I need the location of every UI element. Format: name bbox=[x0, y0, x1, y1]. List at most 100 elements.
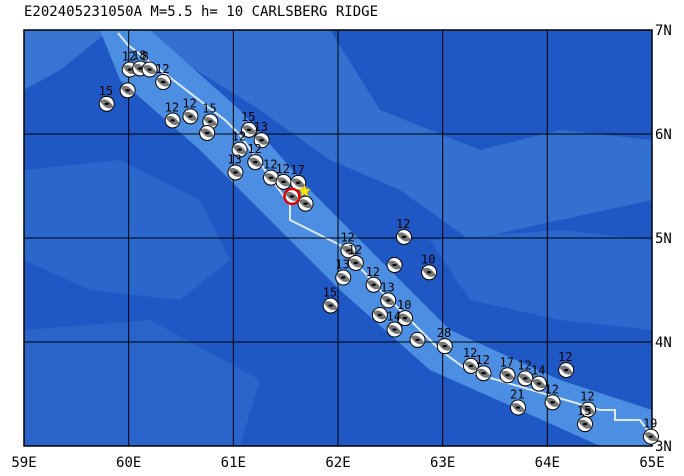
depth-label: 12 bbox=[463, 346, 477, 360]
depth-label: 14 bbox=[531, 364, 545, 378]
y-tick-label: 3N bbox=[655, 439, 672, 455]
focal-plane bbox=[402, 316, 408, 320]
focal-plane bbox=[386, 299, 391, 302]
depth-label: 15 bbox=[99, 84, 113, 98]
depth-label: 12 bbox=[366, 265, 380, 279]
depth-label: 8 bbox=[142, 50, 149, 64]
depth-label: 12 bbox=[232, 130, 246, 144]
focal-plane bbox=[371, 283, 376, 286]
focal-plane bbox=[303, 202, 308, 205]
y-tick-label: 7N bbox=[655, 23, 672, 39]
x-tick-label: 62E bbox=[325, 455, 350, 471]
depth-label: 12 bbox=[182, 96, 196, 110]
focal-plane bbox=[550, 401, 555, 404]
focal-plane bbox=[268, 176, 274, 179]
focal-plane bbox=[233, 171, 238, 174]
map-title: E202405231050A M=5.5 h= 10 CARLSBERG RID… bbox=[24, 4, 378, 20]
depth-label: 12 bbox=[545, 382, 559, 396]
x-tick-label: 65E bbox=[639, 455, 664, 471]
focal-plane bbox=[481, 372, 486, 375]
focal-plane bbox=[289, 195, 295, 198]
depth-label: 14 bbox=[387, 310, 401, 324]
depth-label: 12 bbox=[276, 162, 290, 176]
focal-plane bbox=[377, 313, 383, 317]
focal-plane bbox=[127, 68, 132, 71]
epicenter-star bbox=[297, 184, 312, 198]
focal-plane bbox=[585, 408, 591, 411]
focal-plane bbox=[582, 422, 588, 426]
focal-plane bbox=[147, 68, 152, 71]
depth-label: 15 bbox=[241, 110, 255, 124]
depth-label: 18 bbox=[132, 48, 146, 62]
depth-label: 12 bbox=[155, 62, 169, 76]
depth-label: 15 bbox=[202, 102, 216, 116]
depth-label: 12 bbox=[165, 100, 179, 114]
focal-plane bbox=[426, 271, 432, 274]
focal-plane bbox=[161, 80, 166, 84]
x-tick-label: 63E bbox=[430, 455, 455, 471]
focal-plane bbox=[353, 261, 358, 265]
focal-plane bbox=[346, 249, 351, 252]
x-tick-label: 61E bbox=[221, 455, 246, 471]
focal-plane bbox=[415, 338, 420, 342]
depth-label: 12 bbox=[475, 353, 489, 367]
focal-plane bbox=[536, 382, 542, 385]
depth-label: 13 bbox=[335, 258, 349, 272]
focal-plane bbox=[515, 406, 521, 409]
depth-label: 15 bbox=[577, 404, 591, 418]
x-tick-label: 59E bbox=[11, 455, 36, 471]
depth-label: 12 bbox=[517, 358, 531, 372]
depth-label: 13 bbox=[227, 152, 241, 166]
depth-label: 17 bbox=[290, 163, 304, 177]
depth-label: 12 bbox=[558, 350, 572, 364]
focal-plane bbox=[281, 180, 286, 184]
focal-plane bbox=[204, 131, 210, 135]
y-tick-label: 4N bbox=[655, 335, 672, 351]
focal-plane bbox=[648, 435, 654, 438]
focal-plane bbox=[392, 328, 397, 331]
focal-plane bbox=[188, 115, 193, 118]
focal-plane bbox=[137, 67, 143, 70]
focal-plane bbox=[392, 263, 397, 267]
y-tick-label: 6N bbox=[655, 127, 672, 143]
focal-plane bbox=[246, 128, 252, 132]
focal-plane bbox=[523, 377, 528, 380]
focal-plane bbox=[125, 89, 130, 92]
focal-plane bbox=[208, 120, 213, 123]
depth-label: 12 bbox=[396, 217, 410, 231]
focal-plane bbox=[468, 364, 474, 368]
map-frame bbox=[23, 29, 653, 447]
depth-label: 28 bbox=[437, 326, 451, 340]
focal-plane bbox=[253, 160, 258, 164]
focal-plane bbox=[296, 181, 301, 185]
focal-plane bbox=[170, 119, 175, 122]
depth-label: 10 bbox=[397, 298, 411, 312]
depth-label: 12 bbox=[348, 243, 362, 257]
depth-label: 12 bbox=[580, 390, 594, 404]
depth-label: 17 bbox=[500, 355, 514, 369]
focal-plane bbox=[328, 304, 333, 307]
x-tick-label: 60E bbox=[116, 455, 141, 471]
depth-label: 15 bbox=[323, 286, 337, 300]
focal-plane bbox=[563, 368, 569, 372]
y-tick-label: 5N bbox=[655, 231, 672, 247]
depth-label: 12 bbox=[122, 50, 136, 64]
depth-label: 13 bbox=[254, 120, 268, 134]
depth-label: 12 bbox=[263, 158, 277, 172]
focal-plane bbox=[341, 276, 346, 279]
depth-label: 12 bbox=[340, 230, 354, 244]
focal-plane bbox=[505, 374, 510, 377]
focal-plane bbox=[104, 102, 109, 106]
focal-plane bbox=[442, 344, 447, 348]
depth-label: 12 bbox=[247, 142, 261, 156]
depth-label: 10 bbox=[421, 252, 435, 266]
depth-label: 21 bbox=[510, 388, 524, 402]
x-tick-label: 64E bbox=[535, 455, 560, 471]
focal-plane bbox=[237, 148, 242, 151]
depth-label: 13 bbox=[380, 280, 394, 294]
focal-plane bbox=[401, 235, 407, 239]
focal-plane bbox=[259, 139, 264, 142]
depth-label: 19 bbox=[643, 417, 657, 431]
